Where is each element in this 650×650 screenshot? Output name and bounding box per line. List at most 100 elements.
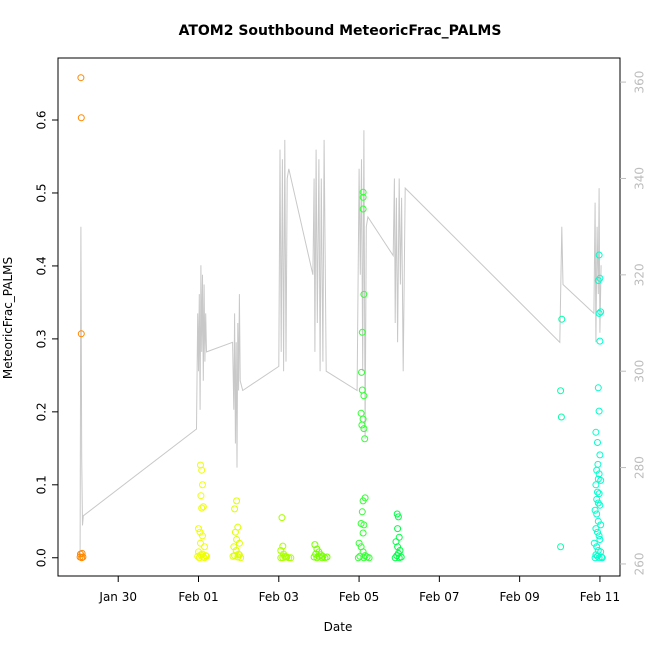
data-point: [277, 554, 285, 562]
data-point: [592, 428, 600, 436]
data-point: [595, 407, 603, 415]
y2-tick-label: 300: [633, 360, 647, 383]
data-point: [365, 554, 373, 562]
data-point: [596, 451, 604, 459]
x-axis-label: Date: [324, 620, 353, 634]
y2-tick-label: 360: [633, 71, 647, 94]
data-point: [593, 466, 601, 474]
data-point: [395, 554, 403, 562]
data-point: [597, 308, 605, 316]
data-point: [591, 554, 599, 562]
series-line: [79, 130, 602, 555]
data-point: [359, 205, 367, 213]
plot-frame: [57, 57, 621, 577]
data-point: [596, 337, 604, 345]
y-tick-label: 0.6: [35, 110, 49, 129]
data-point: [393, 552, 401, 560]
data-point: [197, 461, 204, 469]
data-point: [594, 517, 602, 525]
data-point: [590, 539, 598, 547]
data-point: [78, 549, 86, 557]
x-tick-label: Feb 09: [499, 590, 539, 604]
data-point: [593, 543, 601, 551]
data-point: [234, 553, 242, 561]
data-point: [592, 525, 600, 533]
data-point: [592, 481, 600, 489]
data-point: [201, 554, 208, 562]
data-point: [360, 290, 368, 298]
data-point: [360, 521, 368, 529]
data-point: [279, 554, 287, 562]
data-point: [199, 532, 206, 540]
data-point: [323, 553, 331, 561]
y-tick-label: 0.0: [35, 548, 49, 567]
data-point: [596, 536, 604, 543]
data-point: [197, 492, 205, 500]
data-point: [594, 488, 601, 496]
data-point: [595, 532, 603, 540]
data-point: [79, 553, 87, 561]
data-point: [595, 309, 603, 317]
data-point: [594, 460, 602, 468]
data-point: [359, 529, 367, 537]
data-point: [360, 554, 368, 562]
data-point: [358, 386, 366, 394]
data-point: [318, 554, 326, 562]
data-point: [594, 439, 601, 446]
x-tick-label: Feb 07: [419, 590, 459, 604]
data-point: [282, 553, 290, 561]
data-point: [595, 470, 603, 478]
data-point: [597, 476, 605, 484]
data-point: [593, 510, 601, 518]
data-point: [358, 368, 365, 376]
data-point: [596, 274, 604, 282]
data-point: [197, 539, 204, 547]
data-point: [357, 409, 365, 417]
data-point: [391, 554, 399, 562]
data-point: [596, 501, 604, 509]
data-point: [394, 525, 402, 533]
data-point: [594, 277, 602, 284]
chart-title: ATOM2 Southbound MeteoricFrac_PALMS: [179, 23, 502, 39]
data-point: [359, 193, 367, 201]
data-point: [358, 421, 366, 429]
y2-tick-label: 280: [633, 456, 647, 479]
data-point: [233, 497, 241, 505]
data-point: [594, 528, 601, 536]
data-point: [77, 330, 85, 338]
y-tick-label: 0.2: [35, 402, 49, 421]
y-tick-label: 0.4: [35, 256, 49, 275]
x-tick-label: Feb 11: [580, 590, 620, 604]
data-point: [394, 513, 402, 521]
data-point: [78, 554, 86, 562]
data-point: [359, 497, 367, 505]
y-tick-label: 0.1: [35, 475, 49, 494]
data-point: [199, 503, 207, 511]
x-tick-label: Feb 03: [259, 590, 299, 604]
y-tick-label: 0.5: [35, 183, 49, 202]
data-point: [598, 554, 606, 562]
data-point: [198, 504, 206, 512]
data-point: [359, 188, 367, 196]
data-point: [597, 521, 605, 529]
data-point: [557, 543, 565, 551]
data-point: [77, 114, 85, 122]
y-tick-label: 0.3: [35, 329, 49, 348]
data-point: [591, 506, 599, 514]
data-point: [194, 552, 202, 560]
data-point: [557, 387, 565, 395]
x-tick-label: Jan 30: [98, 590, 137, 604]
data-point: [358, 328, 366, 336]
data-point: [594, 384, 602, 392]
scatter-points-layer: [76, 74, 606, 562]
data-point: [198, 466, 206, 474]
data-point: [199, 481, 206, 489]
data-point: [231, 505, 239, 513]
x-tick-label: Feb 01: [178, 590, 218, 604]
data-point: [201, 543, 208, 551]
data-point: [77, 74, 85, 82]
data-point: [195, 525, 202, 533]
data-point: [196, 528, 204, 536]
